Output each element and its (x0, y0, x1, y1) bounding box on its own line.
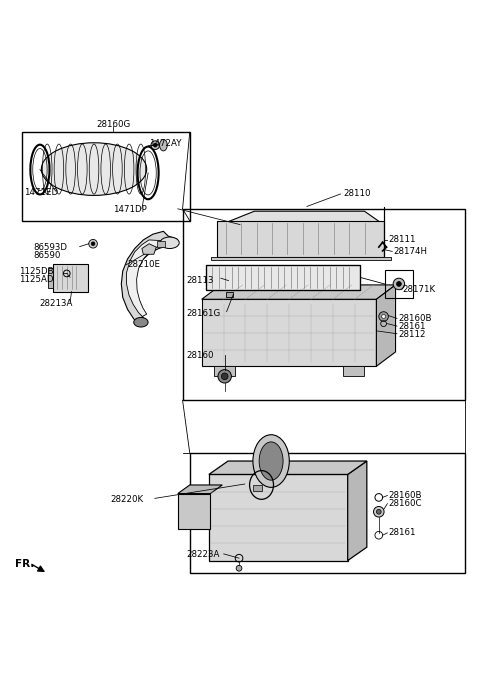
Polygon shape (209, 461, 367, 475)
Ellipse shape (91, 241, 95, 246)
Polygon shape (202, 285, 396, 300)
Ellipse shape (218, 370, 231, 383)
Bar (157, 241, 165, 246)
Ellipse shape (379, 312, 388, 321)
Ellipse shape (134, 318, 148, 327)
Ellipse shape (253, 435, 289, 487)
Polygon shape (53, 264, 88, 292)
Ellipse shape (236, 566, 242, 571)
Polygon shape (343, 366, 364, 376)
Text: 1472AY: 1472AY (149, 139, 181, 148)
Ellipse shape (259, 442, 283, 480)
Ellipse shape (376, 510, 381, 514)
Ellipse shape (373, 507, 384, 517)
Text: 28111: 28111 (388, 235, 416, 244)
Polygon shape (376, 285, 396, 366)
Text: 28160B: 28160B (388, 491, 422, 500)
Text: 28213A: 28213A (39, 299, 72, 307)
Polygon shape (29, 139, 173, 202)
Text: 28161G: 28161G (186, 309, 221, 318)
Text: 28161: 28161 (398, 322, 425, 331)
Bar (253, 485, 262, 491)
Text: 1471ED: 1471ED (24, 188, 58, 197)
Bar (384, 270, 413, 298)
Bar (182, 209, 465, 400)
Text: 28160C: 28160C (388, 499, 422, 508)
Ellipse shape (41, 143, 147, 195)
Polygon shape (121, 231, 178, 325)
Text: 28160: 28160 (186, 351, 214, 360)
Polygon shape (48, 267, 53, 288)
Text: FR.: FR. (15, 559, 35, 568)
Text: 28160G: 28160G (96, 120, 130, 129)
Text: 28112: 28112 (398, 330, 425, 340)
Text: 28113: 28113 (186, 276, 214, 285)
Ellipse shape (160, 237, 179, 248)
Polygon shape (348, 461, 367, 561)
Ellipse shape (221, 373, 228, 379)
Ellipse shape (393, 278, 405, 290)
Bar (22, 132, 190, 220)
Polygon shape (178, 485, 222, 494)
Text: 28110: 28110 (343, 190, 371, 199)
Text: 28161: 28161 (388, 528, 416, 538)
Text: 86593D: 86593D (33, 243, 67, 252)
Polygon shape (214, 366, 235, 376)
Polygon shape (217, 220, 384, 257)
Ellipse shape (151, 141, 159, 150)
Polygon shape (209, 475, 348, 561)
Ellipse shape (396, 281, 401, 286)
Text: 86590: 86590 (33, 251, 60, 260)
Ellipse shape (159, 139, 167, 151)
Polygon shape (206, 265, 360, 290)
Polygon shape (127, 240, 166, 316)
Bar (206, 265, 360, 290)
Text: 28210E: 28210E (128, 260, 160, 270)
Text: 28171K: 28171K (403, 285, 436, 294)
Text: 1125AD: 1125AD (19, 274, 53, 284)
Text: 28174H: 28174H (393, 247, 427, 256)
Text: 28220K: 28220K (111, 495, 144, 504)
Polygon shape (178, 494, 210, 529)
Ellipse shape (89, 239, 97, 248)
Text: 1471DP: 1471DP (113, 205, 147, 214)
Bar (190, 453, 465, 573)
Bar (226, 292, 233, 298)
Polygon shape (142, 244, 156, 254)
Polygon shape (221, 211, 384, 225)
Polygon shape (202, 300, 376, 366)
Text: 28160B: 28160B (398, 314, 432, 323)
Ellipse shape (154, 144, 157, 147)
Text: 1125DB: 1125DB (19, 267, 53, 276)
Ellipse shape (382, 314, 385, 318)
Polygon shape (211, 257, 391, 260)
Text: 28223A: 28223A (186, 550, 220, 559)
